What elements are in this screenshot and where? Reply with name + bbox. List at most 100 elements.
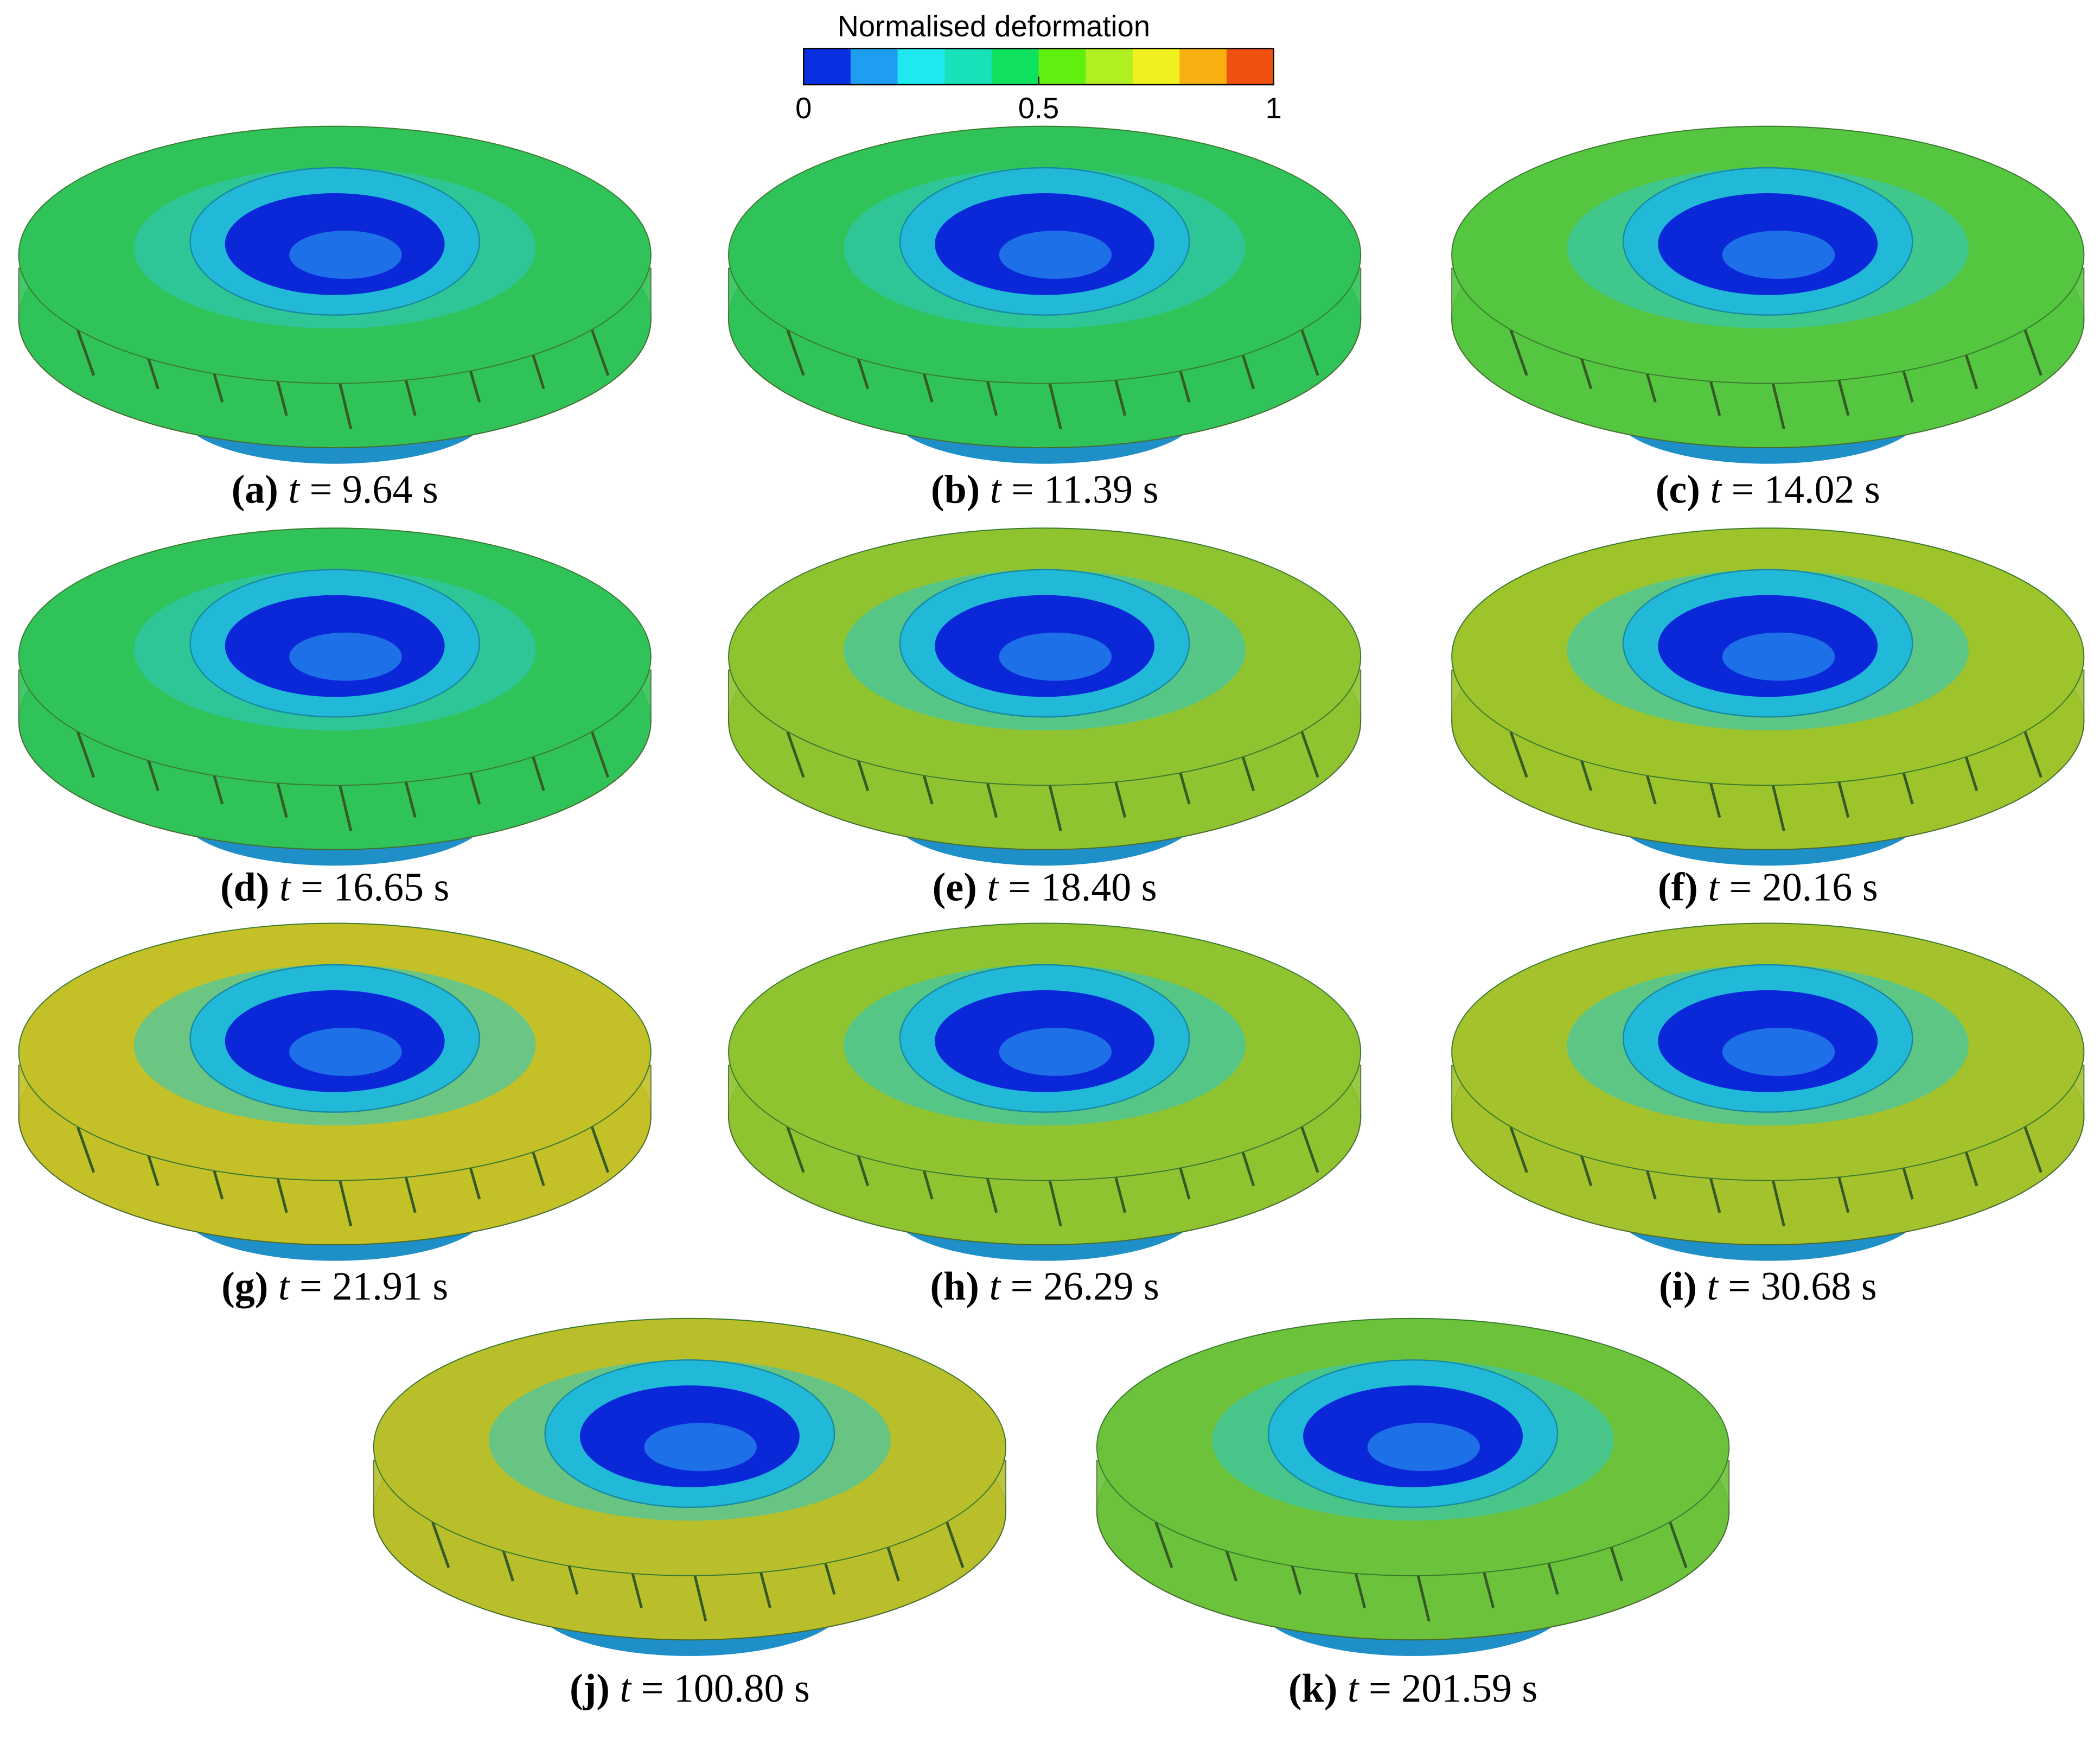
- caption-variable: t: [279, 865, 292, 910]
- blade: [946, 1521, 965, 1568]
- blade: [2024, 731, 2042, 778]
- colorbar-swatch: [1038, 48, 1086, 85]
- colorbar-title: Normalised deformation: [838, 10, 1150, 43]
- caption-value: = 11.39 s: [1011, 467, 1158, 512]
- caption-tag: (b): [931, 467, 980, 512]
- colorbar-tick-label: 1: [1266, 92, 1282, 125]
- impeller: [1451, 125, 2085, 464]
- caption-tag: (k): [1288, 1666, 1338, 1711]
- caption-value: = 9.64 s: [310, 467, 438, 512]
- eye-core: [1722, 632, 1835, 681]
- caption-variable: t: [278, 1264, 291, 1309]
- blade: [2024, 1126, 2042, 1173]
- caption-variable: t: [1707, 1264, 1719, 1309]
- caption-tag: (j): [570, 1666, 610, 1711]
- eye-core: [289, 231, 402, 279]
- blade: [2024, 329, 2042, 376]
- caption-value: = 30.68 s: [1728, 1264, 1876, 1309]
- caption-value: = 16.65 s: [301, 865, 449, 910]
- caption: (j) t = 100.80 s: [570, 1666, 810, 1711]
- impeller: [18, 125, 652, 464]
- caption-variable: t: [989, 1264, 1001, 1309]
- caption-tag: (d): [220, 865, 270, 910]
- caption-tag: (h): [930, 1264, 979, 1309]
- caption-value: = 20.16 s: [1729, 865, 1878, 910]
- eye-core: [999, 632, 1112, 681]
- eye-core: [999, 231, 1112, 279]
- eye-core: [1722, 1028, 1835, 1076]
- colorbar-swatch: [944, 48, 992, 85]
- caption-value: = 100.80 s: [641, 1666, 810, 1711]
- impeller: [728, 527, 1362, 866]
- eye-core: [999, 1028, 1112, 1076]
- eye-core: [1367, 1423, 1480, 1472]
- caption-value: = 201.59 s: [1369, 1666, 1537, 1711]
- blade: [786, 731, 805, 778]
- impeller: [18, 922, 652, 1261]
- caption-value: = 14.02 s: [1732, 467, 1880, 512]
- blade: [1509, 1126, 1528, 1173]
- colorbar-swatch: [1227, 48, 1274, 85]
- impeller: [728, 125, 1362, 464]
- caption-variable: t: [1708, 865, 1720, 910]
- impeller: [1096, 1317, 1730, 1656]
- caption-variable: t: [1710, 467, 1722, 512]
- caption-value: = 26.29 s: [1011, 1264, 1159, 1309]
- colorbar-swatch: [897, 48, 945, 85]
- impeller: [18, 527, 652, 866]
- eye-core: [289, 1028, 402, 1076]
- colorbar-tick-label: 0.5: [1018, 92, 1059, 125]
- blade: [1300, 1126, 1319, 1173]
- caption: (b) t = 11.39 s: [931, 467, 1159, 512]
- colorbar-swatch: [850, 48, 898, 85]
- colorbar-swatch: [1086, 48, 1133, 85]
- colorbar-swatch: [803, 48, 851, 85]
- caption: (e) t = 18.40 s: [933, 865, 1157, 910]
- caption-value: = 21.91 s: [299, 1264, 448, 1309]
- caption: (c) t = 14.02 s: [1656, 467, 1880, 512]
- caption-tag: (e): [933, 865, 977, 910]
- eye-core: [1722, 231, 1835, 279]
- caption-variable: t: [987, 865, 999, 910]
- colorbar-tick-label: 0: [795, 92, 812, 125]
- caption-tag: (a): [232, 467, 278, 512]
- blade: [590, 329, 610, 376]
- colorbar-swatch: [1132, 48, 1180, 85]
- caption-variable: t: [620, 1666, 632, 1711]
- impeller: [1451, 527, 2085, 866]
- impeller: [373, 1317, 1007, 1656]
- colorbar-swatch: [991, 48, 1039, 85]
- blade: [786, 1126, 805, 1173]
- eye-core: [644, 1423, 757, 1472]
- caption: (g) t = 21.91 s: [221, 1264, 448, 1309]
- blade: [76, 1126, 95, 1173]
- blade: [590, 731, 610, 778]
- caption-variable: t: [288, 467, 301, 512]
- blade: [1509, 731, 1528, 778]
- eye-core: [289, 632, 402, 681]
- caption-tag: (i): [1659, 1264, 1697, 1309]
- impeller: [728, 922, 1362, 1261]
- impeller: [1451, 922, 2085, 1261]
- caption: (k) t = 201.59 s: [1288, 1666, 1537, 1711]
- caption-tag: (c): [1656, 467, 1700, 512]
- colorbar-swatch: [1179, 48, 1227, 85]
- blade: [786, 329, 805, 376]
- caption-tag: (g): [221, 1264, 268, 1309]
- blade: [76, 329, 95, 376]
- caption-variable: t: [1348, 1666, 1360, 1711]
- caption: (a) t = 9.64 s: [232, 467, 438, 512]
- blade: [1669, 1521, 1688, 1568]
- blade: [1509, 329, 1528, 376]
- caption: (d) t = 16.65 s: [220, 865, 449, 910]
- caption-value: = 18.40 s: [1008, 865, 1157, 910]
- blade: [431, 1521, 450, 1568]
- blade: [1300, 329, 1319, 376]
- caption-tag: (f): [1658, 865, 1698, 910]
- blade: [1154, 1521, 1173, 1568]
- caption-variable: t: [990, 467, 1003, 512]
- blade: [76, 731, 95, 778]
- caption: (h) t = 26.29 s: [930, 1264, 1159, 1309]
- caption: (i) t = 30.68 s: [1659, 1264, 1877, 1309]
